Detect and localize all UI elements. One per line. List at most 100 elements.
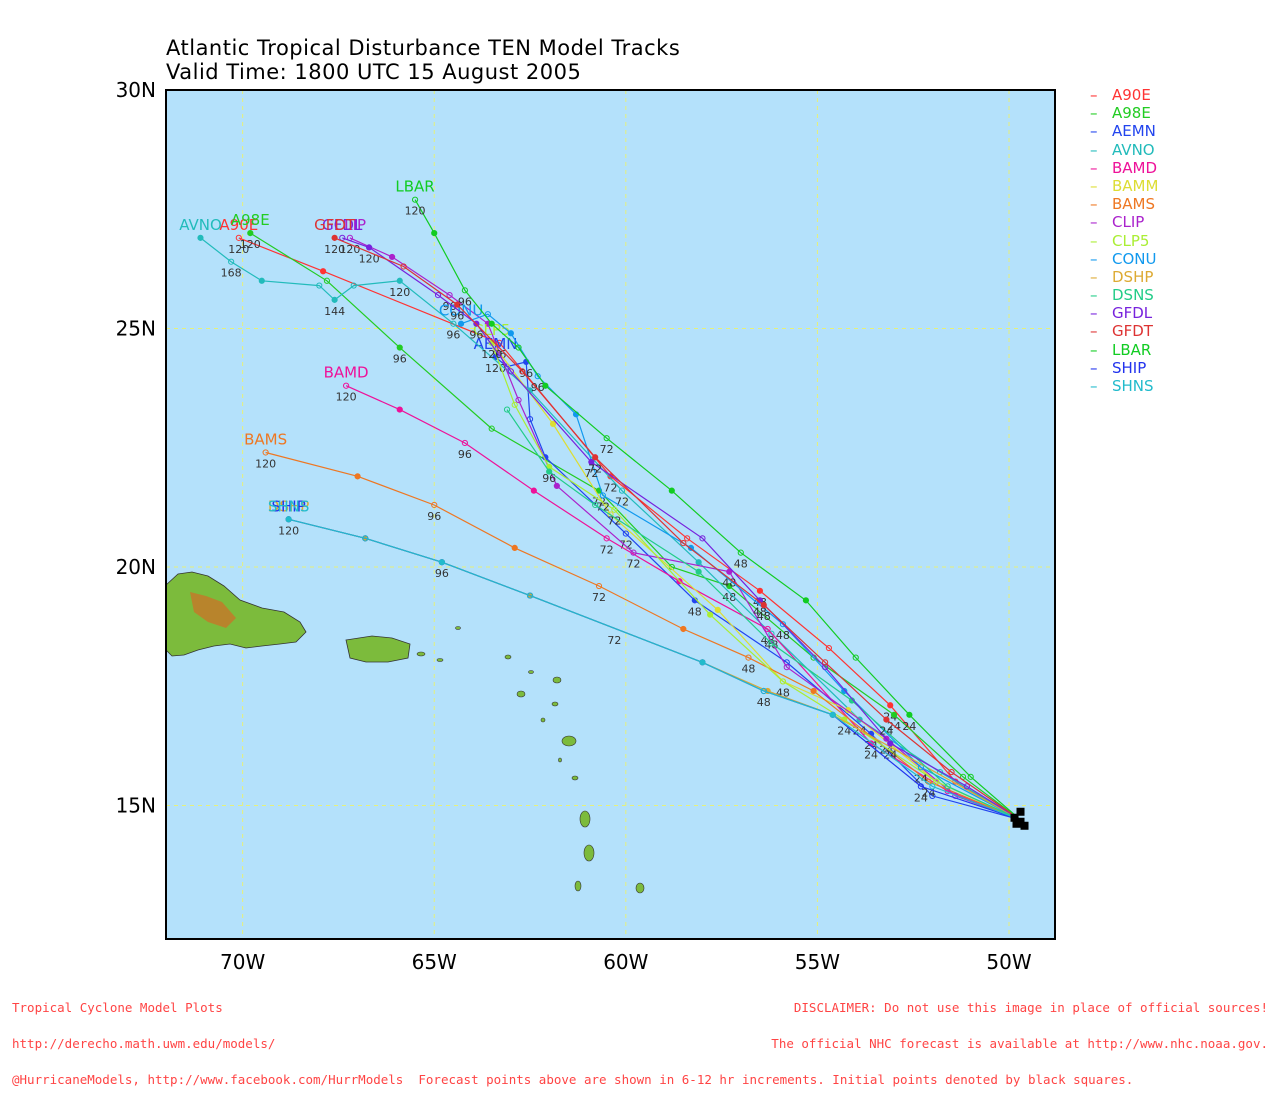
model-end-label: GFDL <box>322 216 363 234</box>
legend-label: DSNS <box>1112 286 1154 305</box>
forecast-point <box>331 234 338 241</box>
legend-label: LBAR <box>1112 340 1152 359</box>
legend-label: SHIP <box>1112 358 1147 377</box>
forecast-hour-label: 72 <box>600 543 614 556</box>
forecast-point <box>431 501 438 509</box>
map-frame <box>165 89 1056 940</box>
forecast-hour-label: 96 <box>435 567 449 580</box>
forecast-hour-label: 72 <box>600 443 614 456</box>
forecast-hour-label: 96 <box>427 510 441 523</box>
model-end-label: CONU <box>439 302 483 320</box>
model-end-label: GFDT <box>314 216 356 234</box>
forecast-hour-label: 96 <box>519 367 533 380</box>
forecast-point <box>687 544 695 551</box>
forecast-point <box>323 277 331 284</box>
track-gfdt: 24 48 72 96 120 GFDT <box>314 216 1021 821</box>
forecast-point <box>618 487 626 494</box>
lon-tick-label: 70W <box>220 950 265 974</box>
forecast-point <box>699 535 706 542</box>
legend-swatch: – <box>1090 140 1098 159</box>
forecast-point <box>438 559 445 566</box>
forecast-point <box>887 702 894 709</box>
forecast-point <box>603 435 610 442</box>
lat-tick-label: 20N <box>116 555 156 579</box>
forecast-hour-label: 168 <box>221 267 242 280</box>
legend-item-shns: – SHNS <box>1090 377 1158 395</box>
forecast-point <box>768 630 775 637</box>
forecast-point <box>726 568 733 575</box>
footer-line-3: @HurricaneModels, http://www.facebook.co… <box>12 1072 1134 1087</box>
model-tracks: 24 48 72 96 120 A90E 24 48 72 96 120 A98E 24 48 72 96 12… <box>179 178 1029 830</box>
forecast-point <box>461 287 468 294</box>
forecast-point <box>197 234 204 241</box>
initial-position-marker <box>1012 819 1021 828</box>
forecast-hour-label: 96 <box>450 310 464 323</box>
forecast-point <box>764 625 771 633</box>
forecast-point <box>967 773 974 780</box>
forecast-point <box>680 540 687 547</box>
legend-swatch: – <box>1090 231 1098 250</box>
forecast-point <box>829 711 836 718</box>
legend-item-bamm: – BAMM <box>1090 177 1158 195</box>
legend-item-lbar: – LBAR <box>1090 341 1158 359</box>
legend-item-conu: – CONU <box>1090 250 1158 268</box>
track-line <box>334 237 1021 821</box>
legend-swatch: – <box>1090 86 1098 104</box>
forecast-point <box>228 258 235 265</box>
forecast-point <box>917 783 924 790</box>
track-shns: SHNS <box>268 497 1021 821</box>
legend-item-aemn: – AEMN <box>1090 122 1158 140</box>
forecast-point <box>507 330 514 337</box>
legend-label: CLP5 <box>1112 231 1150 250</box>
forecast-hour-label: 120 <box>389 286 410 299</box>
forecast-point <box>592 454 599 461</box>
forecast-point <box>622 530 629 537</box>
forecast-hour-label: 72 <box>626 558 640 571</box>
forecast-point <box>841 687 848 695</box>
model-end-label: BAMD <box>324 364 369 382</box>
grid-lines <box>166 89 1055 939</box>
forecast-hour-label: 48 <box>757 696 771 709</box>
forecast-point <box>783 664 790 671</box>
hispaniola-highlands <box>190 592 236 628</box>
legend-item-gfdl: – GFDL <box>1090 304 1158 322</box>
legend-label: BAMD <box>1112 158 1158 177</box>
hispaniola-island <box>165 571 307 657</box>
forecast-point <box>929 783 936 790</box>
footer-disclaimer: DISCLAIMER: Do not use this image in pla… <box>771 978 1268 1062</box>
forecast-point <box>768 640 775 647</box>
forecast-hour-label: 96 <box>458 295 472 308</box>
lon-tick-label: 50W <box>986 950 1031 974</box>
track-lbar: 24 48 72 96 120 LBAR <box>395 178 1021 821</box>
forecast-point <box>699 659 706 666</box>
forecast-point <box>825 644 833 652</box>
forecast-hour-label: 120 <box>324 243 345 256</box>
forecast-point <box>760 602 767 609</box>
forecast-point <box>802 597 810 604</box>
forecast-hour-label: 120 <box>278 524 299 537</box>
track-line <box>495 356 1021 821</box>
legend-item-gfdt: – GFDT <box>1090 322 1158 340</box>
forecast-point <box>592 501 599 509</box>
forecast-point <box>262 449 269 456</box>
forecast-hour-label: 72 <box>584 467 598 480</box>
track-line <box>414 199 1021 821</box>
forecast-point <box>235 234 242 241</box>
forecast-hour-label: 120 <box>255 457 276 470</box>
lat-tick-label: 25N <box>116 316 156 340</box>
forecast-point <box>434 291 442 299</box>
legend-swatch: – <box>1090 377 1098 395</box>
legend-label: CONU <box>1112 249 1157 268</box>
forecast-hour-label: 96 <box>542 472 556 485</box>
forecast-point <box>511 544 518 551</box>
legend-label: A98E <box>1112 104 1151 123</box>
legend-label: A90E <box>1112 86 1151 104</box>
forecast-point <box>496 339 503 346</box>
forecast-point <box>714 606 721 613</box>
forecast-point <box>258 277 265 284</box>
forecast-point <box>695 568 702 575</box>
forecast-point <box>680 625 687 633</box>
forecast-hour-label: 48 <box>776 629 790 642</box>
forecast-hour-label: 96 <box>458 448 472 461</box>
forecast-hour-label: 144 <box>324 305 345 318</box>
